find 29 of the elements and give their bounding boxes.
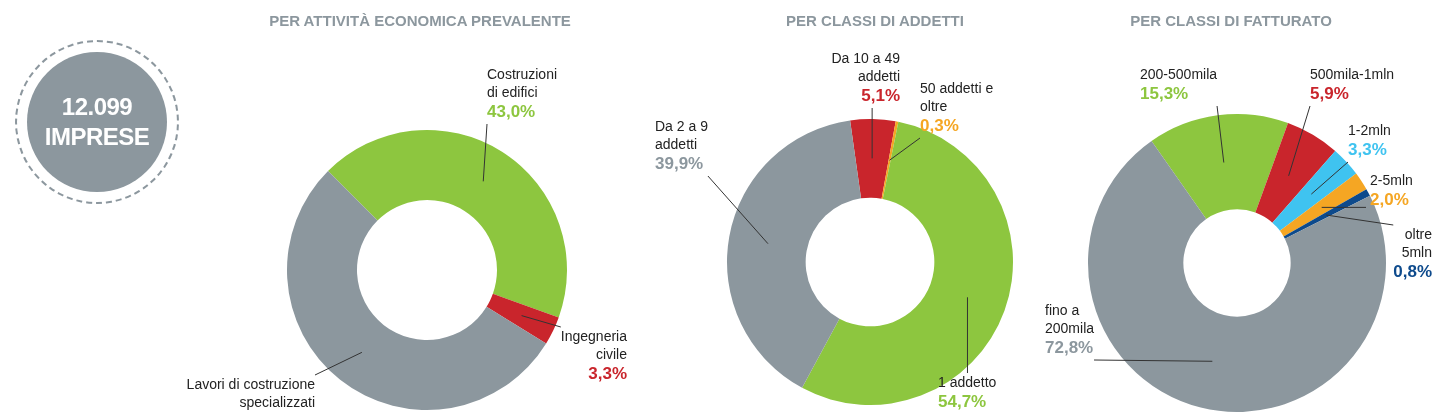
- data-label: 54,7%: [938, 392, 987, 412]
- slice-label: Costruzioni di edifici: [487, 65, 558, 100]
- slice-label: Ingegneria civile: [560, 327, 628, 362]
- slice-label: Lavori di costruzione specializzati: [186, 375, 316, 410]
- data-label: 5,9%: [1310, 84, 1349, 104]
- slice-label: 50 addetti e oltre: [920, 79, 994, 114]
- data-label: 72,8%: [1045, 338, 1094, 358]
- slice-label: 2-5mln: [1370, 171, 1413, 188]
- slice-label: Da 2 a 9 addetti: [655, 117, 709, 152]
- slice-label: 1-2mln: [1348, 121, 1391, 138]
- data-label: 39,9%: [655, 154, 704, 174]
- slice-label: 1 addetto: [938, 373, 997, 390]
- chart-title: PER CLASSI DI FATTURATO: [1129, 12, 1333, 29]
- data-label: 0,8%: [1393, 262, 1432, 282]
- slice-label: Da 10 a 49 addetti: [831, 49, 901, 84]
- slice-label: 500mila-1mln: [1310, 65, 1395, 82]
- data-label: 0,3%: [920, 116, 959, 136]
- slice-label: fino a 200mila: [1045, 301, 1095, 336]
- data-label: 15,3%: [1140, 84, 1189, 104]
- chart-title: PER ATTIVITÀ ECONOMICA PREVALENTE: [268, 12, 572, 29]
- data-label: 3,3%: [1348, 140, 1387, 160]
- data-label: 43,0%: [487, 102, 536, 122]
- data-label: 2,0%: [1370, 190, 1409, 210]
- badge-disk: 12.099 IMPRESE: [27, 52, 167, 192]
- chart-title: PER CLASSI DI ADDETTI: [785, 12, 965, 29]
- data-label: 5,1%: [861, 86, 900, 106]
- slice-label: 200-500mila: [1140, 65, 1218, 82]
- data-label: 3,3%: [588, 364, 627, 384]
- slice-label: oltre 5mln: [1401, 225, 1433, 260]
